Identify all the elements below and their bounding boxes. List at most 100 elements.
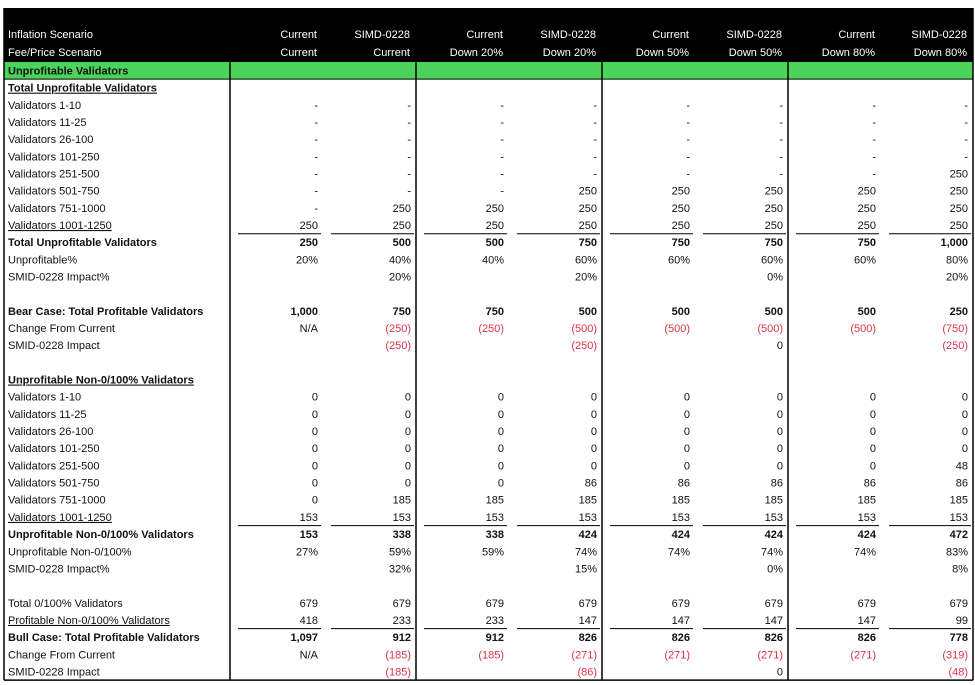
cell: 750 xyxy=(486,306,504,318)
cell: 80% xyxy=(946,254,968,266)
cell: 0 xyxy=(405,478,411,490)
cell: (500) xyxy=(757,323,783,335)
cell: 0 xyxy=(684,392,690,404)
cell: 153 xyxy=(858,512,876,524)
cell: 0 xyxy=(870,426,876,438)
cell: (250) xyxy=(385,323,411,335)
cell: - xyxy=(964,151,968,163)
header-cell: Down 80% xyxy=(822,47,875,59)
cell: 338 xyxy=(393,529,411,541)
cell: 250 xyxy=(950,169,968,181)
cell: 250 xyxy=(672,203,690,215)
cell: 750 xyxy=(858,237,876,249)
cell: 0 xyxy=(498,478,504,490)
cell: 74% xyxy=(668,546,690,558)
row-label: Unprofitable Non-0/100% Validators xyxy=(8,375,194,387)
cell: 0 xyxy=(870,443,876,455)
cell: 0 xyxy=(962,426,968,438)
row-label: SMID-0228 Impact xyxy=(8,666,100,678)
cell: 912 xyxy=(486,632,504,644)
cell: - xyxy=(593,117,597,129)
cell: 1,000 xyxy=(290,306,318,318)
cell: - xyxy=(779,117,783,129)
cell: 250 xyxy=(950,203,968,215)
cell: 0 xyxy=(777,443,783,455)
cell: 0% xyxy=(767,563,783,575)
cell: - xyxy=(314,203,318,215)
cell: 0 xyxy=(405,392,411,404)
cell: - xyxy=(407,151,411,163)
cell: 424 xyxy=(579,529,598,541)
cell: 250 xyxy=(672,220,690,232)
cell: 0 xyxy=(405,460,411,472)
row-label: Validators 26-100 xyxy=(8,426,93,438)
cell: - xyxy=(407,117,411,129)
cell: 750 xyxy=(579,237,597,249)
cell: (271) xyxy=(850,649,876,661)
cell: 59% xyxy=(389,546,411,558)
row-label: Validators 501-750 xyxy=(8,478,100,490)
cell: (48) xyxy=(948,666,968,678)
cell: (250) xyxy=(942,340,968,352)
cell: 0 xyxy=(312,426,318,438)
header-cell: Current xyxy=(838,29,875,41)
cell: 86 xyxy=(678,478,690,490)
cell: 1,000 xyxy=(940,237,968,249)
cell: 86 xyxy=(956,478,968,490)
cell: 40% xyxy=(482,254,504,266)
cell: 60% xyxy=(854,254,876,266)
cell: 500 xyxy=(672,306,690,318)
cell: 338 xyxy=(486,529,504,541)
cell: - xyxy=(686,117,690,129)
cell: 60% xyxy=(575,254,597,266)
cell: 0 xyxy=(777,409,783,421)
cell: - xyxy=(500,169,504,181)
header-cell: Down 50% xyxy=(729,47,782,59)
cell: 48 xyxy=(956,460,968,472)
cell: (750) xyxy=(942,323,968,335)
cell: 147 xyxy=(672,615,690,627)
cell: (250) xyxy=(385,340,411,352)
row-label: Validators 751-1000 xyxy=(8,203,106,215)
cell: 0 xyxy=(591,409,597,421)
cell: 185 xyxy=(579,495,597,507)
cell: - xyxy=(314,100,318,112)
cell: - xyxy=(872,100,876,112)
cell: 185 xyxy=(858,495,876,507)
cell: 74% xyxy=(575,546,597,558)
section-band xyxy=(4,62,973,80)
row-label: Validators 101-250 xyxy=(8,443,100,455)
cell: 250 xyxy=(672,186,690,198)
row-label: Unprofitable Non-0/100% xyxy=(8,546,132,558)
cell: - xyxy=(500,151,504,163)
cell: 0 xyxy=(312,478,318,490)
cell: 86 xyxy=(864,478,876,490)
row-label: Bull Case: Total Profitable Validators xyxy=(8,632,200,644)
cell: (500) xyxy=(850,323,876,335)
cell: 32% xyxy=(389,563,411,575)
cell: (185) xyxy=(385,666,411,678)
cell: 0 xyxy=(498,426,504,438)
header-cell: SIMD-0228 xyxy=(354,29,410,41)
cell: 20% xyxy=(296,254,318,266)
cell: (86) xyxy=(577,666,597,678)
row-label: Total 0/100% Validators xyxy=(8,598,123,610)
cell: - xyxy=(314,151,318,163)
cell: 20% xyxy=(389,272,411,284)
row-label: Bear Case: Total Profitable Validators xyxy=(8,306,203,318)
cell: 679 xyxy=(300,598,318,610)
cell: - xyxy=(407,169,411,181)
cell: 250 xyxy=(765,186,783,198)
row-label: Validators 251-500 xyxy=(8,460,100,472)
row-label: Validators 1-10 xyxy=(8,100,81,112)
cell: 153 xyxy=(300,512,318,524)
cell: 20% xyxy=(575,272,597,284)
cell: 0 xyxy=(312,460,318,472)
cell: 0 xyxy=(962,409,968,421)
cell: - xyxy=(964,117,968,129)
header-label: Fee/Price Scenario xyxy=(8,47,102,59)
row-label: Profitable Non-0/100% Validators xyxy=(8,615,170,627)
cell: 912 xyxy=(393,632,411,644)
cell: - xyxy=(593,100,597,112)
cell: 679 xyxy=(672,598,690,610)
